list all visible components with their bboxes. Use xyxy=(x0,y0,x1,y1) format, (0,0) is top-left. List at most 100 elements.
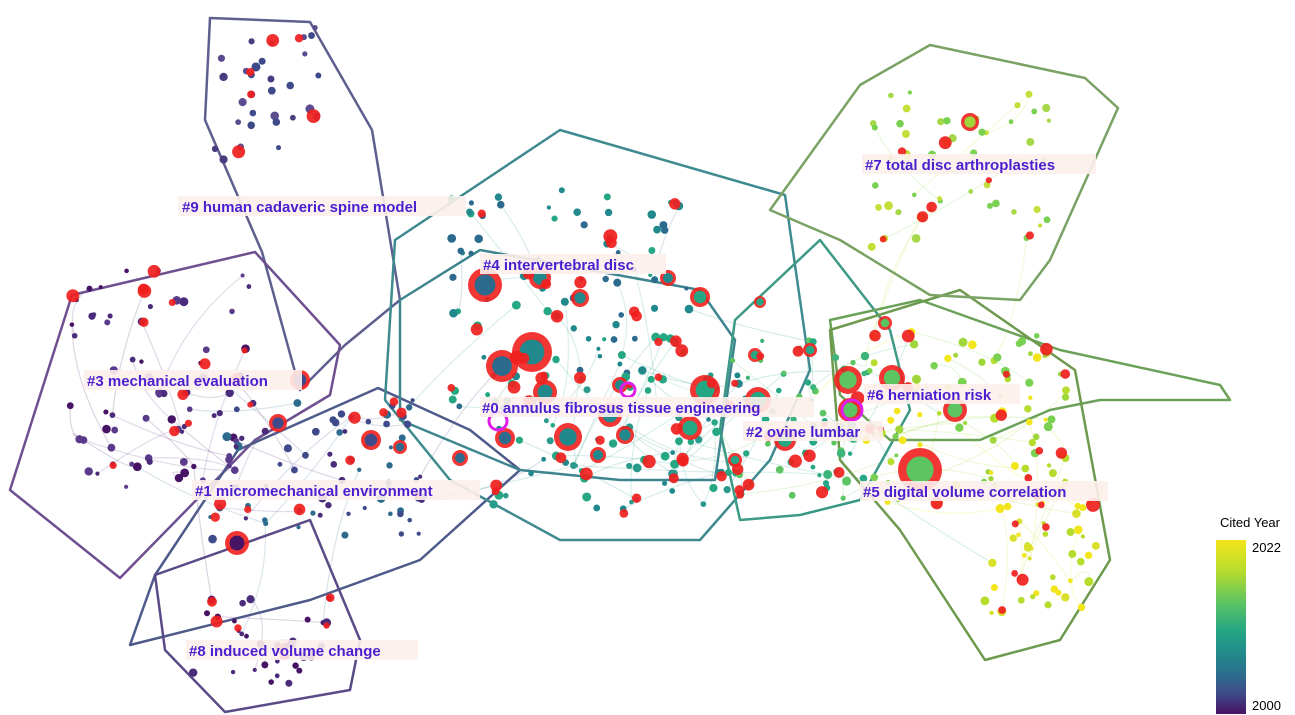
reference-node[interactable] xyxy=(617,351,626,360)
burst-node-small[interactable] xyxy=(732,463,744,475)
burst-node[interactable] xyxy=(554,423,582,451)
reference-node[interactable] xyxy=(418,474,423,479)
reference-node[interactable] xyxy=(968,340,977,349)
cluster-label-3[interactable]: #3 mechanical evaluation xyxy=(84,370,302,390)
reference-node[interactable] xyxy=(275,658,280,664)
burst-node-small[interactable] xyxy=(788,454,802,468)
reference-node[interactable] xyxy=(1010,462,1019,470)
reference-node[interactable] xyxy=(107,313,113,319)
reference-node[interactable] xyxy=(836,449,846,458)
reference-node[interactable] xyxy=(618,312,625,318)
reference-node[interactable] xyxy=(706,417,711,422)
reference-node[interactable] xyxy=(648,247,656,255)
reference-node[interactable] xyxy=(638,366,647,375)
reference-node[interactable] xyxy=(268,679,274,685)
burst-node[interactable] xyxy=(452,450,468,466)
reference-node[interactable] xyxy=(71,332,78,339)
reference-node[interactable] xyxy=(983,181,991,189)
reference-node[interactable] xyxy=(312,24,318,31)
reference-node[interactable] xyxy=(804,379,812,386)
reference-node[interactable] xyxy=(917,412,923,418)
burst-node-small[interactable] xyxy=(897,147,907,156)
reference-node[interactable] xyxy=(147,303,154,310)
reference-node[interactable] xyxy=(1024,405,1032,413)
reference-node[interactable] xyxy=(884,201,893,211)
reference-node[interactable] xyxy=(546,437,554,445)
reference-node[interactable] xyxy=(781,370,787,376)
burst-node[interactable] xyxy=(495,428,515,448)
reference-node[interactable] xyxy=(494,193,503,201)
reference-node[interactable] xyxy=(302,51,308,57)
reference-node[interactable] xyxy=(871,182,879,189)
reference-node[interactable] xyxy=(1031,108,1038,115)
burst-node-small[interactable] xyxy=(348,411,361,424)
reference-node[interactable] xyxy=(261,427,269,435)
reference-node[interactable] xyxy=(896,119,904,128)
reference-node[interactable] xyxy=(819,409,827,417)
burst-node-small[interactable] xyxy=(244,505,252,514)
reference-node[interactable] xyxy=(1032,353,1042,362)
burst-node-small[interactable] xyxy=(555,452,567,464)
reference-node[interactable] xyxy=(267,75,275,83)
reference-node[interactable] xyxy=(180,468,190,478)
reference-node[interactable] xyxy=(481,354,487,360)
reference-node[interactable] xyxy=(1072,509,1081,518)
burst-node-small[interactable] xyxy=(1011,569,1019,577)
reference-node[interactable] xyxy=(1084,577,1094,587)
reference-node[interactable] xyxy=(1025,378,1034,387)
reference-node[interactable] xyxy=(661,480,668,486)
reference-node[interactable] xyxy=(191,463,197,470)
reference-node[interactable] xyxy=(887,458,895,466)
burst-node-small[interactable] xyxy=(232,145,246,159)
reference-node[interactable] xyxy=(102,424,111,434)
reference-node[interactable] xyxy=(1043,417,1048,422)
burst-node-small[interactable] xyxy=(579,467,593,481)
reference-node[interactable] xyxy=(734,372,741,379)
reference-node[interactable] xyxy=(1046,463,1052,468)
burst-node[interactable] xyxy=(616,426,634,444)
reference-node[interactable] xyxy=(515,436,524,444)
reference-node[interactable] xyxy=(1050,585,1059,593)
reference-node[interactable] xyxy=(573,208,581,216)
burst-node-small[interactable] xyxy=(1060,369,1071,379)
reference-node[interactable] xyxy=(1023,543,1033,552)
reference-node[interactable] xyxy=(602,337,607,342)
reference-node[interactable] xyxy=(247,121,256,130)
reference-node[interactable] xyxy=(249,109,257,117)
burst-node-small[interactable] xyxy=(669,198,681,210)
burst-node-small[interactable] xyxy=(1011,520,1019,528)
burst-node-small[interactable] xyxy=(670,423,683,435)
reference-node[interactable] xyxy=(1032,433,1040,441)
reference-node[interactable] xyxy=(823,469,833,479)
reference-node[interactable] xyxy=(990,584,998,592)
reference-node[interactable] xyxy=(230,669,236,675)
reference-node[interactable] xyxy=(911,192,917,198)
reference-node[interactable] xyxy=(861,370,868,377)
reference-node[interactable] xyxy=(156,392,162,398)
burst-node-small[interactable] xyxy=(998,606,1007,614)
reference-node[interactable] xyxy=(870,359,878,367)
burst-node-small[interactable] xyxy=(985,177,992,184)
reference-node[interactable] xyxy=(895,425,904,434)
reference-node[interactable] xyxy=(989,436,997,444)
reference-node[interactable] xyxy=(1049,574,1056,581)
reference-node[interactable] xyxy=(684,286,689,291)
reference-node[interactable] xyxy=(937,118,945,126)
reference-node[interactable] xyxy=(558,187,565,194)
reference-node[interactable] xyxy=(1038,223,1043,228)
reference-node[interactable] xyxy=(248,38,255,45)
burst-node-small[interactable] xyxy=(247,90,255,99)
reference-node[interactable] xyxy=(1043,422,1053,432)
cluster-label-4[interactable]: #4 intervertebral disc xyxy=(480,254,666,274)
reference-node[interactable] xyxy=(930,362,938,370)
burst-node-small[interactable] xyxy=(266,34,280,47)
reference-node[interactable] xyxy=(1026,418,1033,426)
reference-node[interactable] xyxy=(670,459,680,469)
burst-node-small[interactable] xyxy=(574,276,587,289)
reference-node[interactable] xyxy=(875,203,882,211)
reference-node[interactable] xyxy=(186,406,193,413)
reference-node[interactable] xyxy=(330,461,338,468)
reference-node[interactable] xyxy=(1028,438,1037,447)
reference-node[interactable] xyxy=(543,306,552,316)
burst-node-small[interactable] xyxy=(1002,370,1010,378)
